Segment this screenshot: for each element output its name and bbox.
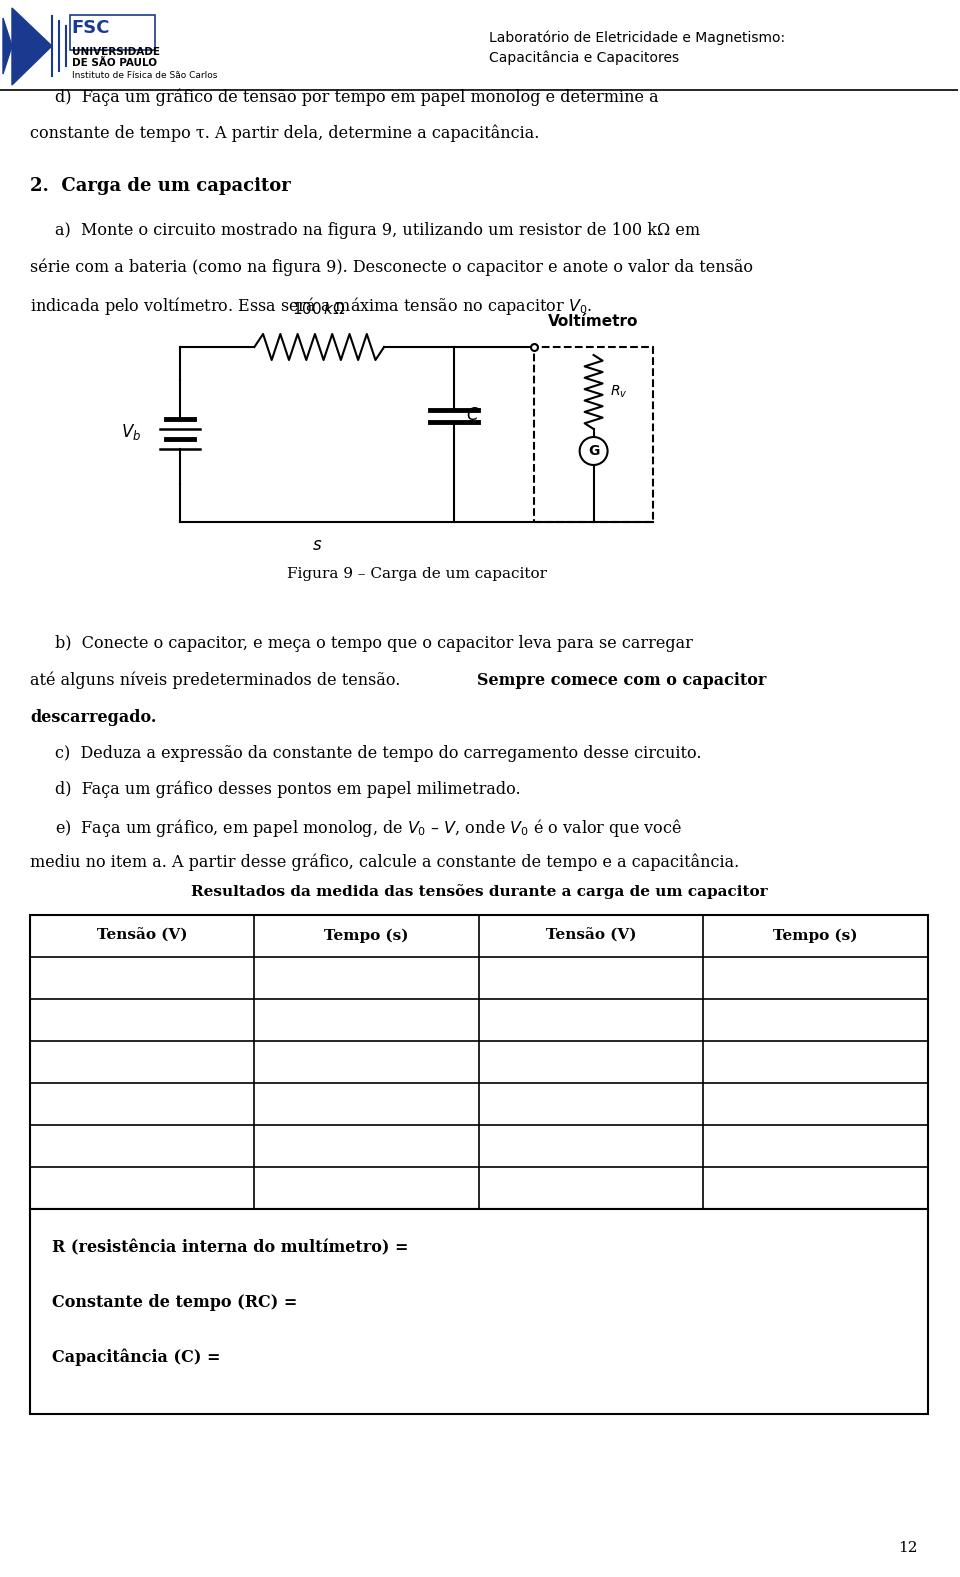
Text: DE SÃO PAULO: DE SÃO PAULO <box>72 58 156 68</box>
Text: Voltímetro: Voltímetro <box>548 314 638 330</box>
Text: Constante de tempo (RC) =: Constante de tempo (RC) = <box>52 1295 298 1310</box>
Bar <box>30 1210 927 1415</box>
Text: d)  Faça um gráfico desses pontos em papel milimetrado.: d) Faça um gráfico desses pontos em pape… <box>55 781 520 798</box>
Text: $C$: $C$ <box>466 407 479 424</box>
Text: c)  Deduza a expressão da constante de tempo do carregamento desse circuito.: c) Deduza a expressão da constante de te… <box>55 744 702 762</box>
Text: $V_b$: $V_b$ <box>122 423 142 442</box>
Text: Capacitância (C) =: Capacitância (C) = <box>52 1348 221 1367</box>
Bar <box>70 16 155 50</box>
Bar <box>534 347 654 522</box>
Text: $R_v$: $R_v$ <box>610 383 627 401</box>
Text: $100\,k\Omega$: $100\,k\Omega$ <box>293 301 346 317</box>
Polygon shape <box>12 8 52 85</box>
Text: UNIVERSIDADE: UNIVERSIDADE <box>72 47 159 57</box>
Text: Figura 9 – Carga de um capacitor: Figura 9 – Carga de um capacitor <box>286 568 546 580</box>
Text: mediu no item a. A partir desse gráfico, calcule a constante de tempo e a capaci: mediu no item a. A partir desse gráfico,… <box>30 855 739 872</box>
Text: Instituto de Física de São Carlos: Instituto de Física de São Carlos <box>72 71 217 80</box>
Text: e)  Faça um gráfico, em papel monolog, de $V_0$ – $V$, onde $V_0$ é o valor que : e) Faça um gráfico, em papel monolog, de… <box>55 817 682 839</box>
Text: 2.  Carga de um capacitor: 2. Carga de um capacitor <box>30 177 291 196</box>
Text: descarregado.: descarregado. <box>30 710 156 725</box>
Text: d)  Faça um gráfico de tensão por tempo em papel monolog e determine a: d) Faça um gráfico de tensão por tempo e… <box>55 88 659 107</box>
Text: constante de tempo τ. A partir dela, determine a capacitância.: constante de tempo τ. A partir dela, det… <box>30 125 540 142</box>
Text: a)  Monte o circuito mostrado na figura 9, utilizando um resistor de 100 kΩ em: a) Monte o circuito mostrado na figura 9… <box>55 222 700 240</box>
Polygon shape <box>3 17 12 74</box>
Text: indicada pelo voltímetro. Essa será a máxima tensão no capacitor $V_0$.: indicada pelo voltímetro. Essa será a má… <box>30 295 592 317</box>
Text: Tempo (s): Tempo (s) <box>774 929 858 943</box>
Text: Tempo (s): Tempo (s) <box>324 929 409 943</box>
Text: Sempre comece com o capacitor: Sempre comece com o capacitor <box>477 672 766 689</box>
Text: $s$: $s$ <box>312 538 322 554</box>
Text: Tensão (V): Tensão (V) <box>546 929 636 943</box>
Text: Capacitância e Capacitores: Capacitância e Capacitores <box>489 50 679 65</box>
Text: R (resistência interna do multímetro) =: R (resistência interna do multímetro) = <box>52 1240 408 1255</box>
Text: G: G <box>588 445 599 457</box>
Text: Tensão (V): Tensão (V) <box>97 929 187 943</box>
Text: série com a bateria (como na figura 9). Desconecte o capacitor e anote o valor d: série com a bateria (como na figura 9). … <box>30 259 753 276</box>
Text: Laboratório de Eletricidade e Magnetismo:: Laboratório de Eletricidade e Magnetismo… <box>489 30 785 46</box>
Text: até alguns níveis predeterminados de tensão.: até alguns níveis predeterminados de ten… <box>30 672 411 689</box>
Text: Resultados da medida das tensões durante a carga de um capacitor: Resultados da medida das tensões durante… <box>191 885 767 899</box>
Bar <box>30 915 927 1210</box>
Text: b)  Conecte o capacitor, e meça o tempo que o capacitor leva para se carregar: b) Conecte o capacitor, e meça o tempo q… <box>55 636 693 651</box>
Text: FSC: FSC <box>72 19 110 36</box>
Text: 12: 12 <box>899 1541 918 1555</box>
